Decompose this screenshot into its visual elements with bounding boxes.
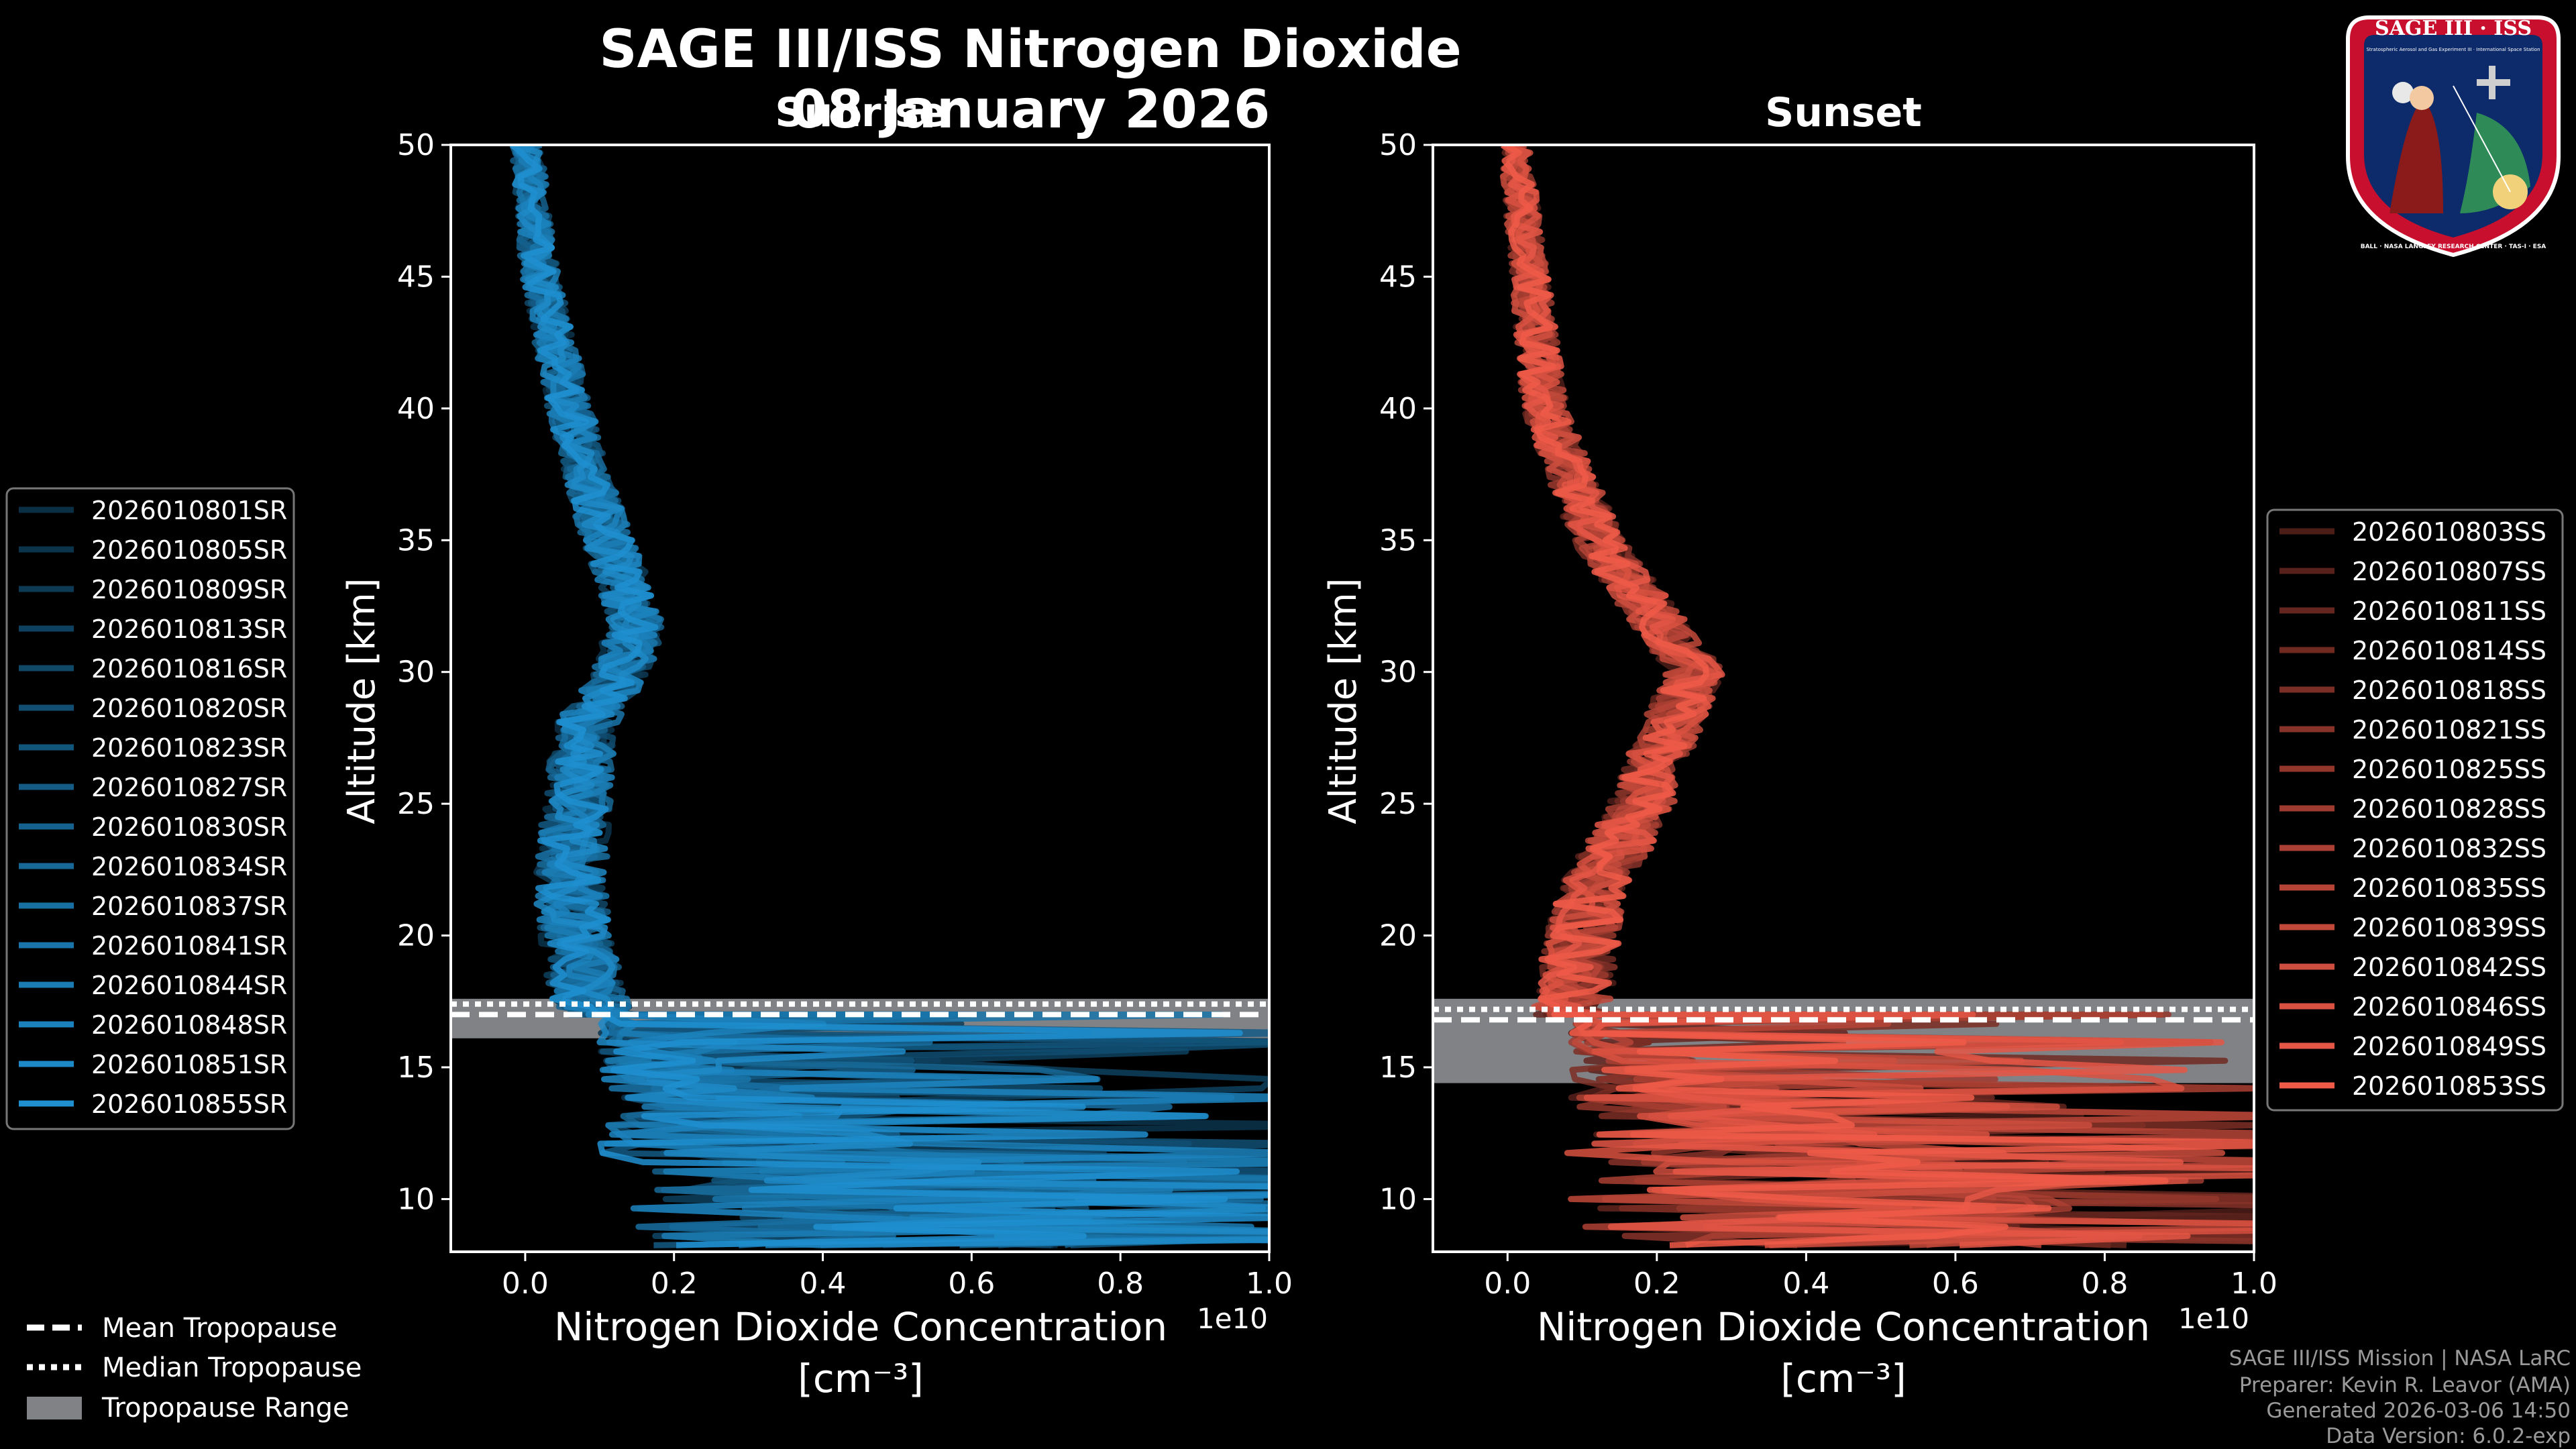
plot-frame	[449, 144, 1271, 1253]
legend-label-2026010830SR: 2026010830SR	[91, 812, 287, 842]
badge-subtitle: Stratospheric Aerosol and Gas Experiment…	[2366, 47, 2540, 52]
x-axis-label-sunrise: Nitrogen Dioxide Concentration	[554, 1304, 1167, 1350]
y-tick-label: 35	[397, 523, 435, 557]
legend-label-2026010848SR: 2026010848SR	[91, 1010, 287, 1040]
y-tick-label: 20	[397, 919, 435, 953]
legend-label-2026010846SS: 2026010846SS	[2352, 992, 2546, 1022]
legend-label-2026010821SS: 2026010821SS	[2352, 715, 2546, 745]
legend-label-2026010811SS: 2026010811SS	[2352, 596, 2546, 626]
badge-title: SAGE III · ISS	[2375, 17, 2532, 40]
legend-label-2026010853SS: 2026010853SS	[2352, 1071, 2546, 1101]
panel-sunset: 0.0 0.2 0.4 0.6 0.8 1.0 10 15 20 25 30 35 40 45 50	[1379, 128, 2277, 1301]
legend-label-mean-tropopause: Mean Tropopause	[102, 1313, 337, 1344]
x-axis-unit-sunset: [cm⁻³]	[1780, 1356, 1907, 1401]
x-tick-label: 0.2	[651, 1267, 698, 1301]
y-tick-label: 40	[1379, 392, 1417, 426]
y-tick-label: 45	[1379, 260, 1417, 294]
y-tick-label: 30	[1379, 655, 1417, 690]
x-tick-label: 0.8	[2081, 1267, 2128, 1301]
credit-preparer: Preparer: Kevin R. Leavor (AMA)	[2239, 1373, 2571, 1397]
y-tick-label: 50	[1379, 128, 1417, 162]
legend-sunrise: 2026010801SR 2026010805SR 2026010809SR 2026…	[5, 487, 295, 1130]
y-tick-label: 10	[397, 1182, 435, 1216]
y-tick-label: 40	[397, 392, 435, 426]
y-axis-label-sunrise: Altitude [km]	[340, 578, 384, 824]
x-scale-label-sunset: 1e10	[2178, 1302, 2249, 1335]
legend-label-2026010827SR: 2026010827SR	[91, 773, 287, 802]
panel-title-sunrise: Sunrise	[775, 89, 946, 136]
x-axis-label-sunset: Nitrogen Dioxide Concentration	[1537, 1304, 2150, 1350]
y-tick-label: 30	[397, 655, 435, 690]
x-tick-label: 0.4	[1782, 1267, 1829, 1301]
y-tick-label: 45	[397, 260, 435, 294]
legend-label-median-tropopause: Median Tropopause	[102, 1352, 362, 1383]
credits: SAGE III/ISS Mission | NASA LaRC Prepare…	[2229, 1346, 2571, 1448]
y-tick-label: 20	[1379, 919, 1417, 953]
legend-label-2026010809SR: 2026010809SR	[91, 575, 287, 604]
x-tick-label: 1.0	[2231, 1267, 2277, 1301]
profile-line-2026010848SR	[515, 145, 1269, 1248]
legend-label-2026010849SS: 2026010849SS	[2352, 1032, 2546, 1061]
panel-sunrise: 0.0 0.2 0.4 0.6 0.8 1.0 10 15 20 25 30 35 40 45 50	[397, 128, 1293, 1301]
y-axis-label-sunset: Altitude [km]	[1322, 578, 1365, 824]
x-tick-label: 0.8	[1097, 1267, 1144, 1301]
credit-data-version: Data Version: 6.0.2-exp	[2326, 1424, 2571, 1448]
x-tick-label: 0.0	[502, 1267, 549, 1301]
y-tick-label: 10	[1379, 1182, 1417, 1216]
legend-label-2026010828SS: 2026010828SS	[2352, 794, 2546, 824]
legend-label-2026010805SR: 2026010805SR	[91, 535, 287, 565]
credit-mission: SAGE III/ISS Mission | NASA LaRC	[2229, 1346, 2571, 1371]
x-tick-label: 0.0	[1484, 1267, 1531, 1301]
badge-ring-text: BALL · NASA LANGLEY RESEARCH CENTER · TA…	[2361, 244, 2546, 250]
legend-label-2026010820SR: 2026010820SR	[91, 694, 287, 723]
x-tick-label: 1.0	[1246, 1267, 1293, 1301]
legend-label-2026010839SS: 2026010839SS	[2352, 913, 2546, 943]
x-tick-label: 0.2	[1633, 1267, 1680, 1301]
legend-label-2026010814SS: 2026010814SS	[2352, 636, 2546, 665]
legend-label-2026010842SS: 2026010842SS	[2352, 953, 2546, 982]
panel-title-sunset: Sunset	[1765, 89, 1922, 136]
legend-label-2026010803SS: 2026010803SS	[2352, 517, 2546, 547]
y-tick-label: 50	[397, 128, 435, 162]
x-axis-unit-sunrise: [cm⁻³]	[798, 1356, 924, 1401]
chart-date: 08 January 2026	[791, 80, 1271, 140]
legend-label-2026010834SR: 2026010834SR	[91, 852, 287, 881]
legend-label-tropopause-range: Tropopause Range	[101, 1393, 350, 1424]
legend-label-2026010801SR: 2026010801SR	[91, 496, 287, 525]
profile-line-2026010855SR	[510, 145, 1269, 1248]
legend-label-2026010844SR: 2026010844SR	[91, 971, 287, 1000]
legend-label-2026010851SR: 2026010851SR	[91, 1050, 287, 1079]
y-tick-label: 25	[397, 787, 435, 821]
legend-label-2026010816SR: 2026010816SR	[91, 654, 287, 684]
legend-label-2026010855SR: 2026010855SR	[91, 1089, 287, 1119]
legend-label-2026010807SS: 2026010807SS	[2352, 557, 2546, 586]
chart-title: SAGE III/ISS Nitrogen Dioxide	[599, 19, 1461, 80]
y-tick-label: 35	[1379, 523, 1417, 557]
legend-label-2026010832SS: 2026010832SS	[2352, 834, 2546, 863]
y-tick-label: 25	[1379, 787, 1417, 821]
x-tick-label: 0.6	[1932, 1267, 1979, 1301]
y-tick-label: 15	[397, 1051, 435, 1085]
legend-label-2026010813SR: 2026010813SR	[91, 614, 287, 644]
x-tick-label: 0.4	[800, 1267, 847, 1301]
legend-label-2026010835SS: 2026010835SS	[2352, 873, 2546, 903]
legend-label-2026010818SS: 2026010818SS	[2352, 676, 2546, 705]
legend-label-2026010841SR: 2026010841SR	[91, 931, 287, 961]
y-tick-label: 15	[1379, 1051, 1417, 1085]
credit-generated: Generated 2026-03-06 14:50	[2266, 1399, 2571, 1423]
legend-swatch-tropopause-range	[27, 1397, 82, 1419]
legend-label-2026010823SR: 2026010823SR	[91, 733, 287, 763]
mission-badge: SAGE III · ISS Stratospheric Aerosol and…	[2343, 12, 2564, 260]
tropopause-legend: Mean Tropopause Median Tropopause Tropop…	[27, 1313, 362, 1424]
legend-label-2026010825SS: 2026010825SS	[2352, 755, 2546, 784]
plot-frame	[1432, 144, 2255, 1253]
profile-line-2026010853SS	[1501, 145, 2254, 1248]
x-tick-label: 0.6	[948, 1267, 995, 1301]
legend-sunset: 2026010803SS 2026010807SS 2026010811SS 2026…	[2266, 508, 2564, 1112]
legend-label-2026010837SR: 2026010837SR	[91, 892, 287, 921]
x-scale-label-sunrise: 1e10	[1197, 1302, 1268, 1335]
